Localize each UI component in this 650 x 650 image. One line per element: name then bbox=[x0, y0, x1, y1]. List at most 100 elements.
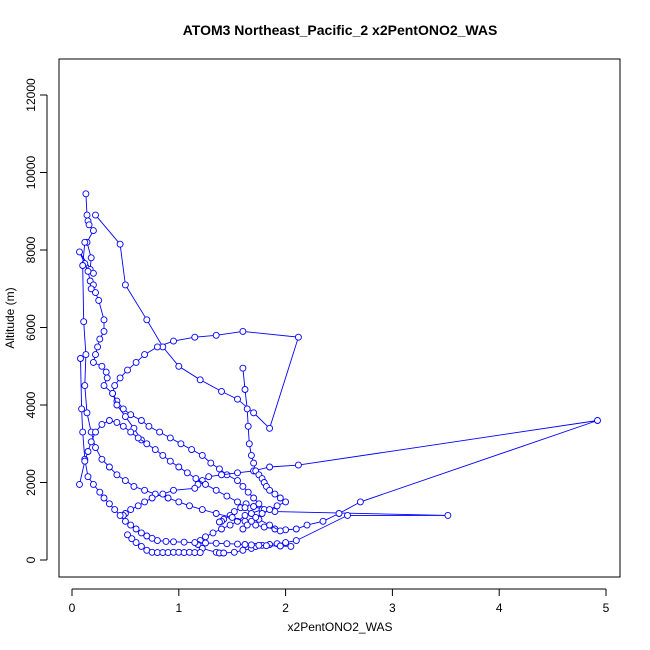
data-point bbox=[134, 434, 142, 442]
data-point bbox=[100, 494, 108, 502]
data-point bbox=[105, 500, 113, 508]
data-point bbox=[132, 525, 140, 533]
data-point bbox=[170, 486, 177, 494]
y-tick-label: 2000 bbox=[24, 469, 38, 496]
data-point bbox=[239, 482, 247, 490]
data-point bbox=[81, 457, 89, 465]
data-point bbox=[159, 451, 167, 459]
data-point bbox=[84, 448, 92, 455]
series-line bbox=[95, 214, 299, 441]
x-tick-label: 1 bbox=[175, 601, 182, 615]
series-1 bbox=[76, 190, 452, 557]
data-point bbox=[215, 518, 223, 526]
data-point bbox=[121, 517, 129, 525]
data-point bbox=[127, 521, 135, 529]
data-point bbox=[196, 549, 204, 557]
data-point bbox=[78, 405, 86, 413]
data-point bbox=[79, 262, 87, 269]
data-point bbox=[234, 469, 241, 477]
x-tick-label: 4 bbox=[496, 601, 503, 615]
data-point bbox=[294, 461, 302, 469]
data-point bbox=[191, 484, 199, 492]
x-tick-label: 2 bbox=[282, 601, 289, 615]
data-point bbox=[243, 521, 251, 529]
x-axis-label: x2PentONO2_WAS bbox=[288, 620, 393, 634]
data-point bbox=[356, 498, 364, 506]
data-point bbox=[116, 511, 124, 519]
data-point bbox=[164, 494, 172, 502]
data-point bbox=[196, 376, 204, 384]
data-point bbox=[92, 428, 99, 436]
data-point bbox=[92, 211, 99, 219]
data-point bbox=[228, 513, 236, 521]
series-line bbox=[79, 193, 448, 554]
data-point bbox=[239, 364, 247, 372]
data-point bbox=[252, 513, 260, 521]
data-point bbox=[166, 457, 174, 465]
data-point bbox=[266, 506, 274, 514]
axis-layer: 0 1 2 3 4 5 0 2000 4000 6000 8000 10000 12000 bbox=[24, 78, 610, 615]
data-point bbox=[82, 351, 90, 359]
data-point bbox=[92, 289, 99, 297]
data-point bbox=[94, 343, 102, 351]
data-point bbox=[230, 548, 238, 556]
data-point bbox=[156, 428, 164, 436]
data-point bbox=[244, 488, 252, 496]
data-point bbox=[100, 316, 108, 324]
data-point bbox=[127, 506, 135, 514]
data-point bbox=[170, 337, 177, 345]
data-point bbox=[212, 539, 220, 547]
data-point bbox=[250, 459, 258, 467]
data-point bbox=[241, 386, 249, 393]
data-point bbox=[258, 510, 266, 517]
data-point bbox=[177, 440, 185, 448]
data-point bbox=[128, 535, 136, 543]
plot-frame bbox=[58, 58, 621, 578]
data-point bbox=[276, 494, 284, 502]
data-point bbox=[266, 486, 274, 494]
data-point bbox=[223, 540, 231, 548]
data-point bbox=[247, 517, 255, 525]
data-point bbox=[198, 506, 206, 514]
data-point bbox=[124, 531, 131, 539]
y-tick-label: 12000 bbox=[24, 78, 38, 112]
data-point bbox=[95, 296, 103, 304]
data-point bbox=[226, 521, 234, 529]
data-point bbox=[113, 401, 121, 409]
data-point bbox=[250, 494, 258, 502]
data-point bbox=[250, 503, 258, 510]
data-point bbox=[137, 542, 145, 550]
data-point bbox=[116, 374, 124, 382]
series-line bbox=[82, 242, 598, 531]
series-2 bbox=[79, 238, 601, 534]
data-point bbox=[96, 488, 104, 496]
data-point bbox=[247, 541, 255, 549]
data-point bbox=[180, 538, 188, 546]
data-point bbox=[282, 498, 290, 506]
data-point bbox=[335, 510, 343, 517]
data-point bbox=[79, 428, 87, 436]
data-point bbox=[116, 240, 124, 248]
data-point bbox=[205, 473, 213, 481]
data-point bbox=[218, 387, 225, 395]
data-point bbox=[234, 477, 241, 485]
data-point bbox=[162, 537, 170, 545]
data-point bbox=[113, 418, 121, 426]
data-point bbox=[87, 438, 95, 446]
data-point bbox=[76, 480, 83, 488]
data-point bbox=[98, 455, 106, 463]
data-point bbox=[266, 463, 274, 471]
data-point bbox=[124, 366, 131, 374]
data-point bbox=[143, 440, 151, 448]
data-point bbox=[89, 227, 97, 235]
y-tick-label: 4000 bbox=[24, 391, 38, 418]
data-point bbox=[276, 542, 284, 550]
series-3 bbox=[92, 211, 302, 444]
data-point bbox=[212, 486, 220, 494]
data-point bbox=[191, 333, 199, 341]
data-point bbox=[85, 221, 93, 229]
data-point bbox=[212, 510, 220, 517]
data-point bbox=[282, 539, 290, 547]
data-point bbox=[198, 451, 206, 459]
data-point bbox=[186, 502, 193, 510]
